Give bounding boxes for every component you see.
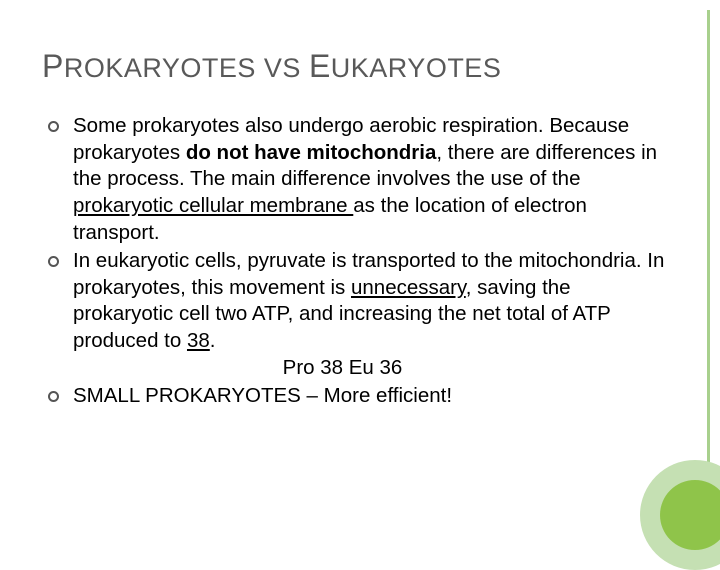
title-cap-1: P xyxy=(42,48,64,84)
bullet-list: Some prokaryotes also undergo aerobic re… xyxy=(42,113,682,410)
list-item: SMALL PROKARYOTES – More efficient! xyxy=(48,383,672,410)
bullet-icon xyxy=(48,256,59,267)
title-word-2: UKARYOTES xyxy=(331,53,502,83)
sub-line: Pro 38 Eu 36 xyxy=(73,355,672,382)
slide-container: PROKARYOTES VS EUKARYOTES Some prokaryot… xyxy=(0,0,720,540)
right-border xyxy=(707,10,710,530)
slide-title: PROKARYOTES VS EUKARYOTES xyxy=(42,48,682,85)
list-item: In eukaryotic cells, pyruvate is transpo… xyxy=(48,248,672,381)
list-item: Some prokaryotes also undergo aerobic re… xyxy=(48,113,672,246)
bullet-icon xyxy=(48,391,59,402)
bullet-icon xyxy=(48,121,59,132)
bullet-text: In eukaryotic cells, pyruvate is transpo… xyxy=(73,248,672,381)
title-cap-2: E xyxy=(309,48,331,84)
title-word-1: ROKARYOTES xyxy=(64,53,256,83)
bullet-text: SMALL PROKARYOTES – More efficient! xyxy=(73,383,672,410)
bullet-text: Some prokaryotes also undergo aerobic re… xyxy=(73,113,672,246)
title-vs: VS xyxy=(256,53,309,83)
